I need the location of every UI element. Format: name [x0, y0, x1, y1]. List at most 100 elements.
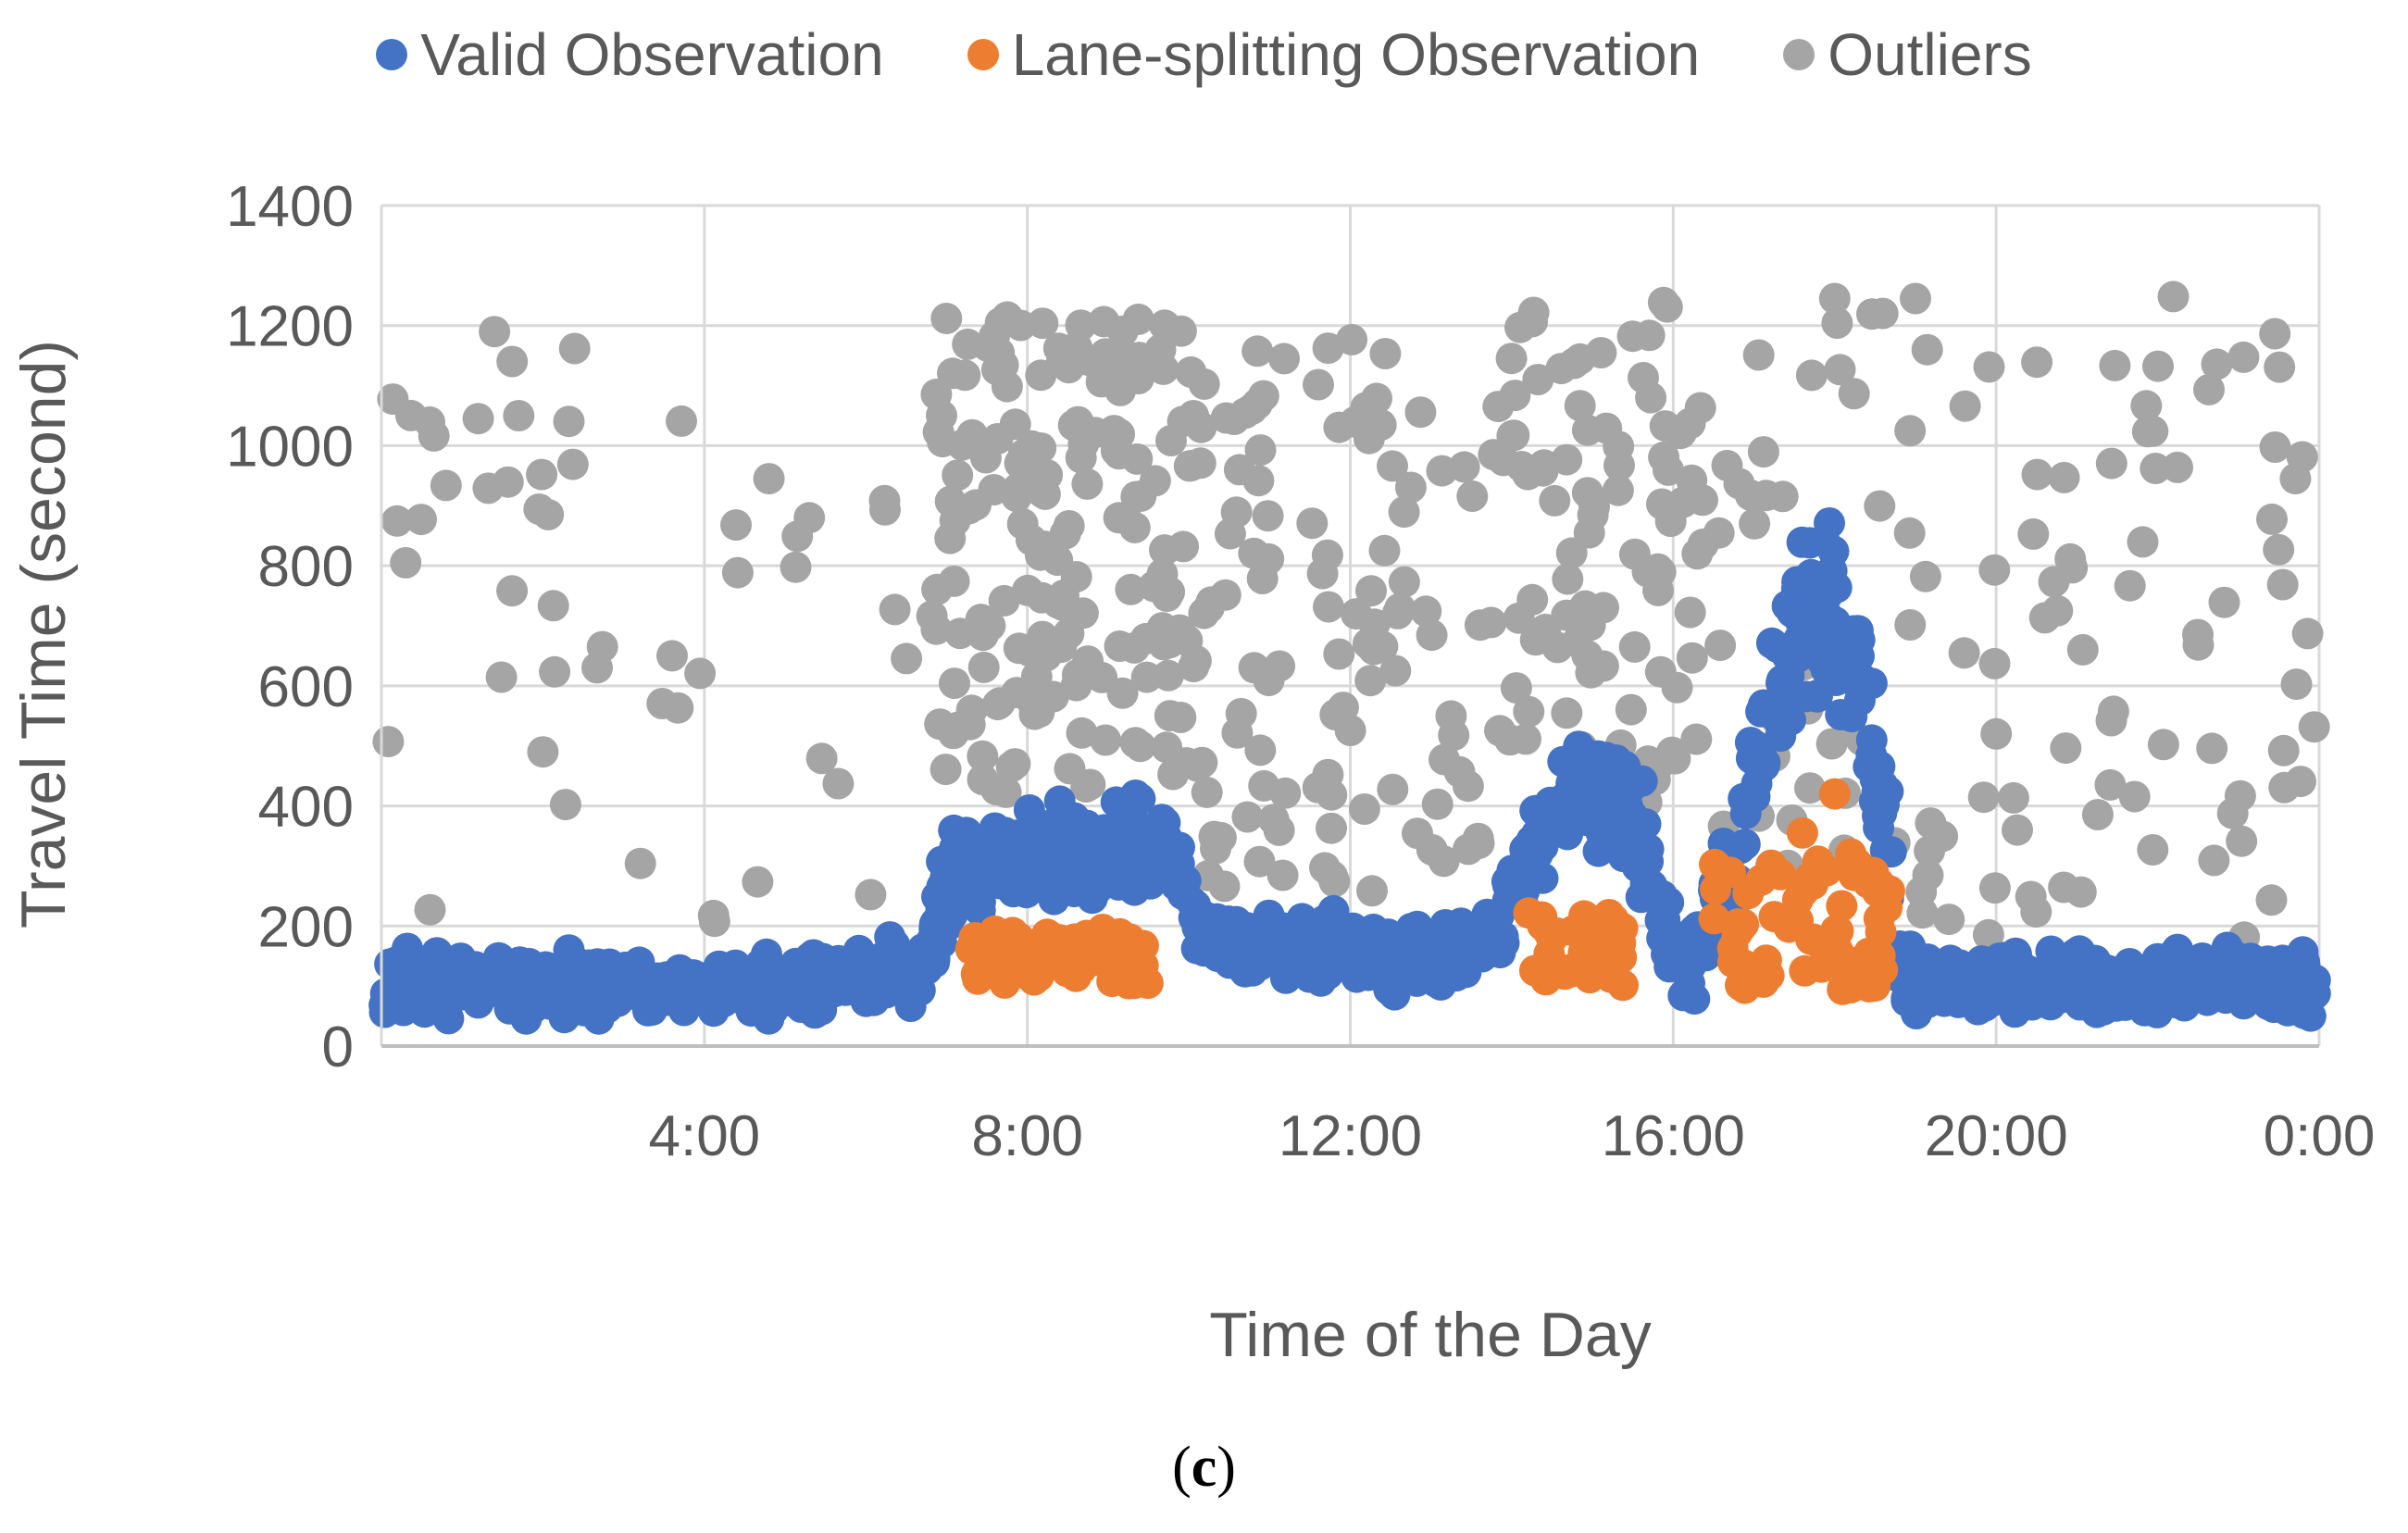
valid-point [886, 975, 918, 1007]
valid-point [1807, 646, 1840, 679]
lane-splitting-point [1789, 954, 1821, 987]
valid-point [1407, 942, 1440, 974]
lane-splitting-point [1758, 901, 1790, 933]
outlier-point [920, 613, 953, 645]
valid-point [1088, 814, 1120, 846]
outlier-point [1108, 342, 1141, 374]
valid-point [2109, 989, 2141, 1021]
valid-point [950, 816, 982, 849]
valid-point [2222, 951, 2254, 983]
outlier-point [1448, 451, 1480, 483]
valid-point [1740, 745, 1772, 778]
x-tick-label: 8:00 [971, 1104, 1083, 1168]
outlier-point [1394, 471, 1427, 504]
valid-point [1113, 848, 1145, 880]
lane-splitting-point [1834, 972, 1866, 1003]
lane-splitting-point [1035, 948, 1067, 980]
outlier-point [2291, 617, 2324, 650]
outlier-point [1115, 573, 1147, 605]
x-tick-label: 0:00 [2264, 1104, 2376, 1168]
outlier-point [558, 332, 591, 365]
outlier-point [1368, 534, 1401, 567]
valid-point [1365, 946, 1397, 978]
outlier-point [978, 474, 1010, 505]
valid-point [907, 932, 939, 965]
outlier-point [624, 847, 656, 879]
outlier-point [2131, 416, 2164, 448]
outlier-point [2201, 348, 2233, 380]
valid-point [1947, 967, 1979, 1000]
lane-splitting-point [1866, 953, 1899, 986]
outlier-point [1967, 781, 2000, 814]
outlier-point [1429, 743, 1460, 776]
outlier-point [1193, 592, 1225, 624]
outlier-point [1313, 591, 1344, 623]
outlier-point [1949, 390, 1981, 422]
outlier-point [855, 879, 887, 911]
outlier-point [2298, 711, 2330, 743]
lane-splitting-point [1097, 964, 1129, 996]
x-tick-label: 16:00 [1602, 1104, 1745, 1168]
axes [380, 206, 2319, 1048]
outlier-point [2127, 526, 2159, 558]
lane-splitting-point [1607, 969, 1639, 1002]
outlier-point [1348, 793, 1380, 825]
outlier-point [1244, 434, 1277, 467]
outlier-point [1303, 368, 1334, 401]
outlier-point [1564, 390, 1596, 422]
outlier-point [1905, 876, 1938, 908]
outlier-point [1238, 537, 1270, 569]
lane-splitting-point [1852, 866, 1884, 899]
outlier-point [2048, 461, 2080, 493]
valid-point [641, 971, 673, 1003]
outlier-point [1323, 411, 1355, 443]
valid-point [842, 934, 875, 966]
outlier-point [1264, 650, 1296, 682]
caption-open-paren: ( [1172, 1436, 1192, 1499]
outlier-point [684, 657, 717, 690]
valid-point [431, 950, 463, 982]
outlier-point [1103, 438, 1135, 470]
outlier-point [1516, 583, 1549, 616]
outlier-point [1824, 354, 1856, 386]
outlier-point [1647, 286, 1679, 318]
outlier-point [377, 383, 409, 416]
outlier-point [1510, 723, 1541, 755]
outlier-point [2267, 734, 2300, 766]
outlier-point [967, 740, 999, 772]
outlier-point [1551, 599, 1583, 631]
outlier-point [1002, 472, 1034, 505]
outlier-point [921, 573, 954, 605]
valid-point [1853, 751, 1885, 783]
outlier-point [1498, 419, 1530, 452]
outlier-point [967, 764, 999, 796]
outlier-point [742, 866, 774, 898]
outlier-point [2114, 569, 2146, 602]
outlier-point [1635, 381, 1667, 414]
outlier-point [1972, 918, 2004, 951]
valid-point [997, 876, 1029, 908]
outlier-point [2193, 373, 2225, 405]
outlier-point [939, 667, 970, 700]
outlier-point [1266, 859, 1299, 891]
valid-point [1547, 745, 1579, 778]
valid-point [928, 873, 960, 905]
outlier-point [1821, 307, 1853, 339]
outlier-point [496, 345, 529, 378]
valid-point [1128, 816, 1160, 849]
outlier-point [2081, 799, 2114, 830]
outlier-point [2041, 594, 2074, 627]
outlier-point [1017, 686, 1049, 718]
outlier-point [1296, 507, 1329, 540]
outlier-point [1146, 558, 1179, 591]
valid-point [1788, 596, 1820, 629]
lane-splitting-point [1865, 916, 1897, 948]
outlier-point [1130, 661, 1163, 693]
outlier-point [1495, 343, 1528, 375]
outlier-point [2264, 351, 2296, 383]
outlier-point [1334, 715, 1366, 746]
outlier-point [1015, 524, 1047, 556]
valid-point [588, 978, 620, 1011]
outlier-point [1666, 417, 1697, 449]
